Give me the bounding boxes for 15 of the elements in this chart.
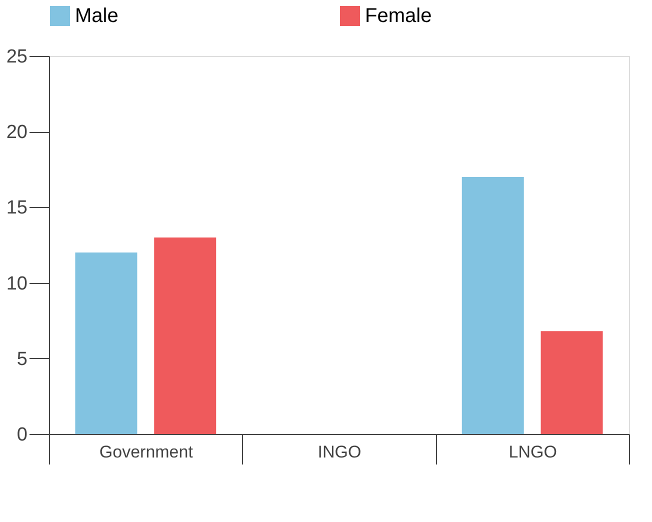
x-tick-label: Government — [99, 442, 194, 462]
y-tick-label: 25 — [6, 46, 28, 68]
legend-label: Male — [75, 5, 118, 27]
bar — [540, 331, 603, 434]
y-tick-label: 5 — [16, 348, 28, 370]
bar — [75, 252, 138, 434]
y-tick-label: 20 — [6, 122, 28, 144]
y-tick-label: 0 — [16, 424, 28, 446]
y-tick-label: 15 — [6, 198, 28, 219]
x-tick-label: INGO — [318, 442, 362, 462]
x-tick-label: LNGO — [508, 442, 557, 462]
bar — [462, 176, 524, 434]
y-tick-label: 10 — [6, 273, 28, 294]
bar — [154, 237, 216, 434]
legend-label: Female — [365, 5, 432, 27]
